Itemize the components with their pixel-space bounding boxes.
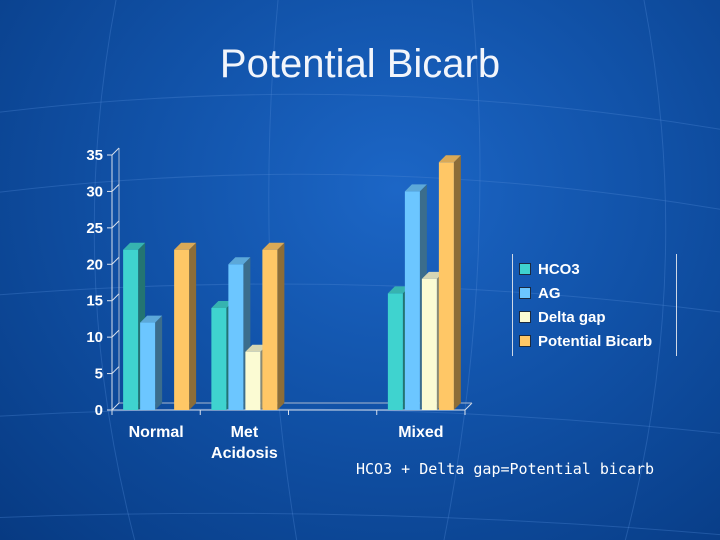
chart-bars <box>123 155 461 410</box>
bar-front <box>387 293 403 410</box>
chart-axes <box>107 147 473 415</box>
bar-potential-bicarb <box>438 155 461 410</box>
bar-top <box>404 184 427 192</box>
y-tick-label: 10 <box>86 329 103 346</box>
bar-front <box>438 162 454 410</box>
y-tick-depth <box>111 329 120 338</box>
y-tick-label: 30 <box>86 183 103 200</box>
bar-top <box>262 242 285 250</box>
bar-top <box>387 286 410 294</box>
legend-swatch-delta-gap <box>519 311 531 323</box>
bar-side <box>453 155 461 410</box>
bar-front <box>140 322 156 410</box>
x-tick-label: Normal <box>129 424 184 441</box>
formula-text: HCO3 + Delta gap=Potential bicarb <box>356 460 655 478</box>
bar-top <box>211 301 234 308</box>
bar-front <box>211 308 227 410</box>
y-tick-label: 35 <box>86 147 103 164</box>
bar-top <box>140 315 163 323</box>
legend-label-hco3: HCO3 <box>538 260 580 278</box>
y-tick-depth <box>111 256 120 265</box>
legend-item-hco3: HCO3 <box>519 260 580 278</box>
bar-side <box>189 242 197 410</box>
legend-item-ag: AG <box>519 284 561 302</box>
bar-front <box>245 351 261 410</box>
bar-top <box>228 257 251 265</box>
y-tick-label: 0 <box>95 402 103 419</box>
slide-title: Potential Bicarb <box>219 42 501 86</box>
legend-item-potential-bicarb: Potential Bicarb <box>519 332 652 350</box>
legend-swatch-hco3 <box>519 263 531 275</box>
legend-swatch-potential-bicarb <box>519 335 531 347</box>
bar-side <box>155 315 163 410</box>
y-tick-label: 20 <box>86 256 103 273</box>
y-tick-depth <box>111 147 120 156</box>
y-tick-depth <box>111 366 120 374</box>
bar-side <box>277 242 285 410</box>
y-tick-depth <box>111 220 120 229</box>
bar-top <box>174 242 197 250</box>
bar-top <box>421 271 444 279</box>
y-tick-label: 15 <box>86 293 103 310</box>
x-tick-label: Met <box>231 424 259 441</box>
legend-swatch-ag <box>519 287 531 299</box>
bar-front <box>123 249 139 410</box>
bar-top <box>123 242 146 250</box>
y-tick-depth <box>111 184 120 192</box>
bar-front <box>174 249 190 410</box>
legend-label-potential-bicarb: Potential Bicarb <box>538 332 653 350</box>
bar-top <box>438 155 461 163</box>
bar-front <box>262 249 278 410</box>
bar-ag <box>140 315 163 410</box>
bar-potential-bicarb <box>262 242 285 410</box>
chart-tick-labels: 0 5 10 15 20 25 30 35 Normal Met Acidosis Mixed <box>86 147 443 462</box>
chart-legend: HCO3 AG Delta gap Potential Bicarb <box>512 254 677 356</box>
x-tick-label: Acidosis <box>211 445 278 462</box>
legend-label-delta-gap: Delta gap <box>538 308 606 326</box>
y-tick-depth <box>111 293 120 302</box>
legend-label-ag: AG <box>538 284 561 302</box>
legend-item-delta-gap: Delta gap <box>519 308 606 326</box>
x-tick-label: Mixed <box>398 424 443 441</box>
bar-top <box>245 344 268 352</box>
y-tick-label: 25 <box>86 220 103 237</box>
y-tick-depth <box>111 402 120 411</box>
bar-potential-bicarb <box>174 242 197 410</box>
bar-front <box>404 191 420 410</box>
bar-front <box>421 278 437 410</box>
bar-front <box>228 264 244 410</box>
y-tick-label: 5 <box>95 366 103 383</box>
